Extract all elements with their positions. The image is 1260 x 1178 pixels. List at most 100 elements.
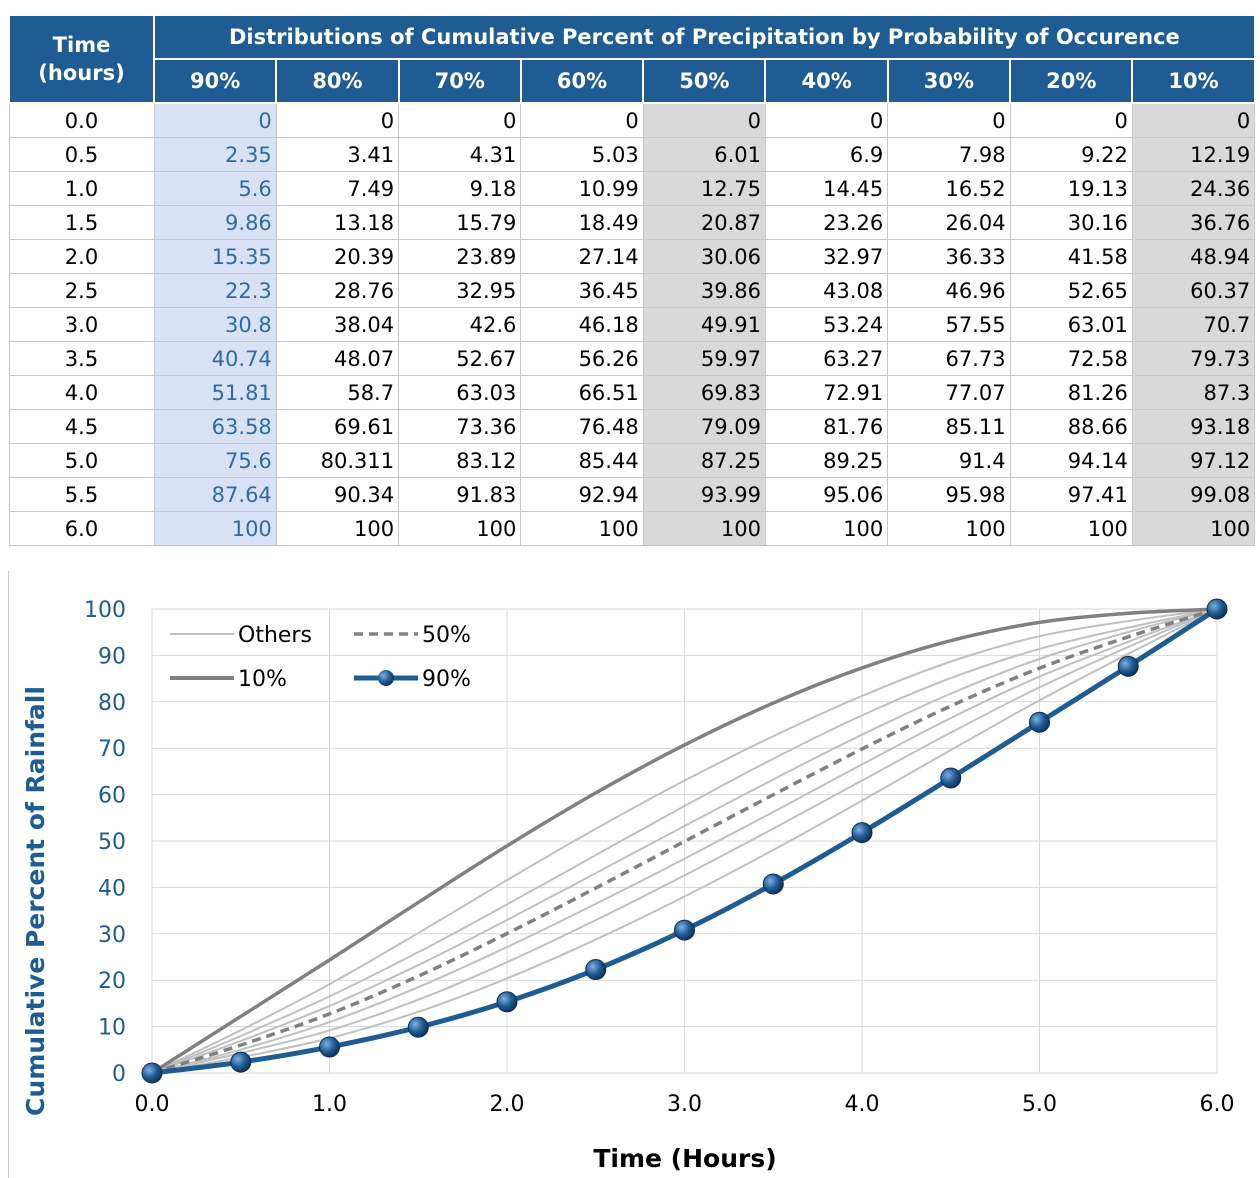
value-cell: 2.35 xyxy=(154,137,277,172)
series-90-point xyxy=(319,1036,340,1058)
value-cell: 56.26 xyxy=(520,341,644,376)
table-row: 2.0 15.35 20.39 23.89 27.14 30.06 32.97 36.33 41… xyxy=(8,239,1256,274)
x-tick-label: 3.0 xyxy=(667,1092,702,1117)
x-tick-label: 6.0 xyxy=(1200,1092,1235,1117)
table-row: 3.0 30.8 38.04 42.6 46.18 49.91 53.24 57.55 63.0… xyxy=(8,307,1256,342)
table-row: 5.5 87.64 90.34 91.83 92.94 93.99 95.06 95.98 97… xyxy=(8,477,1256,512)
value-cell: 18.49 xyxy=(520,205,644,240)
series-90-point xyxy=(940,767,962,789)
legend-10-label: 10% xyxy=(238,667,287,692)
value-cell: 0 xyxy=(1010,103,1133,138)
y-tick-label: 60 xyxy=(98,784,126,809)
value-cell: 30.8 xyxy=(154,307,277,342)
series-90-point xyxy=(762,873,784,895)
others-series-line xyxy=(151,608,1218,1074)
value-cell: 95.98 xyxy=(887,477,1011,512)
value-cell: 5.6 xyxy=(154,171,277,206)
value-cell: 5.03 xyxy=(520,137,644,172)
value-cell: 60.37 xyxy=(1132,273,1256,308)
value-cell: 88.66 xyxy=(1010,409,1133,444)
precipitation-table: Time (hours) Distributions of Cumulative… xyxy=(8,14,1256,546)
value-cell: 9.18 xyxy=(398,171,522,206)
value-cell: 48.07 xyxy=(276,341,400,376)
value-cell: 85.11 xyxy=(887,409,1011,444)
value-cell: 46.96 xyxy=(887,273,1011,308)
value-cell: 100 xyxy=(276,511,400,546)
value-cell: 94.14 xyxy=(1010,443,1133,478)
value-cell: 0 xyxy=(398,103,522,138)
column-header-60pct: 60% xyxy=(519,58,645,104)
value-cell: 0 xyxy=(643,103,766,138)
value-cell: 93.18 xyxy=(1132,409,1256,444)
value-cell: 12.75 xyxy=(643,171,766,206)
value-cell: 99.08 xyxy=(1132,477,1256,512)
value-cell: 15.79 xyxy=(398,205,522,240)
time-cell: 6.0 xyxy=(8,511,155,546)
value-cell: 53.24 xyxy=(765,307,889,342)
time-cell: 3.5 xyxy=(8,341,155,376)
time-cell: 0.0 xyxy=(8,103,155,138)
series-50-line xyxy=(151,607,1218,1075)
value-cell: 23.26 xyxy=(765,205,889,240)
value-cell: 27.14 xyxy=(520,239,644,274)
value-cell: 69.83 xyxy=(643,375,766,410)
value-cell: 100 xyxy=(1010,511,1133,546)
time-cell: 2.0 xyxy=(8,239,155,274)
value-cell: 89.25 xyxy=(765,443,889,478)
y-axis-title: Cumulative Percent of Rainfall xyxy=(21,686,50,1116)
column-header-40pct: 40% xyxy=(764,58,889,104)
series-90-point xyxy=(141,1062,163,1084)
time-cell: 4.5 xyxy=(8,409,155,444)
value-cell: 81.76 xyxy=(765,409,889,444)
x-tick-label: 1.0 xyxy=(312,1092,347,1117)
others-series-line xyxy=(151,608,1218,1074)
value-cell: 46.18 xyxy=(520,307,644,342)
value-cell: 87.64 xyxy=(154,477,277,512)
value-cell: 80.311 xyxy=(276,443,400,478)
value-cell: 7.98 xyxy=(887,137,1011,172)
x-tick-label: 2.0 xyxy=(490,1092,525,1117)
y-tick-label: 0 xyxy=(112,1062,126,1087)
y-tick-label: 100 xyxy=(84,598,126,623)
value-cell: 0 xyxy=(154,103,277,138)
value-cell: 93.99 xyxy=(643,477,766,512)
value-cell: 26.04 xyxy=(887,205,1011,240)
column-header-10pct: 10% xyxy=(1131,58,1256,104)
value-cell: 28.76 xyxy=(276,273,400,308)
value-cell: 0 xyxy=(765,103,889,138)
value-cell: 22.3 xyxy=(154,273,277,308)
value-cell: 97.12 xyxy=(1132,443,1256,478)
value-cell: 7.49 xyxy=(276,171,400,206)
series-90-point xyxy=(1029,711,1050,733)
value-cell: 91.4 xyxy=(887,443,1011,478)
y-tick-label: 90 xyxy=(98,644,126,669)
y-tick-label: 20 xyxy=(98,969,126,994)
value-cell: 58.7 xyxy=(276,375,400,410)
value-cell: 63.27 xyxy=(765,341,889,376)
time-header-line2: (hours) xyxy=(38,61,125,85)
time-cell: 3.0 xyxy=(8,307,155,342)
value-cell: 16.52 xyxy=(887,171,1011,206)
value-cell: 59.97 xyxy=(643,341,766,376)
value-cell: 6.01 xyxy=(643,137,766,172)
y-tick-label: 40 xyxy=(98,876,126,901)
y-tick-label: 10 xyxy=(98,1016,126,1041)
distribution-group-header: Distributions of Cumulative Percent of P… xyxy=(153,14,1256,60)
value-cell: 20.87 xyxy=(643,205,766,240)
series-90-point xyxy=(496,991,518,1013)
value-cell: 67.73 xyxy=(887,341,1011,376)
series-90-markers xyxy=(141,598,1228,1084)
value-cell: 73.36 xyxy=(398,409,522,444)
value-cell: 0 xyxy=(276,103,400,138)
value-cell: 92.94 xyxy=(520,477,644,512)
column-header-50pct: 50% xyxy=(642,58,767,104)
value-cell: 100 xyxy=(887,511,1011,546)
time-cell: 1.0 xyxy=(8,171,155,206)
value-cell: 36.76 xyxy=(1132,205,1256,240)
value-cell: 41.58 xyxy=(1010,239,1133,274)
time-cell: 0.5 xyxy=(8,137,155,172)
column-header-80pct: 80% xyxy=(275,58,400,104)
value-cell: 70.7 xyxy=(1132,307,1256,342)
others-series-line xyxy=(151,608,1218,1074)
legend-90-label: 90% xyxy=(422,667,471,692)
